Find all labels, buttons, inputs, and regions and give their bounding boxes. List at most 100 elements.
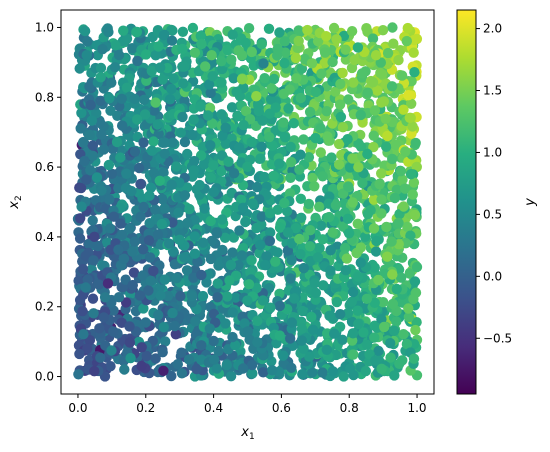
scatter-point bbox=[124, 223, 135, 234]
scatter-point bbox=[252, 337, 263, 348]
scatter-point bbox=[79, 155, 90, 167]
scatter-point bbox=[331, 34, 342, 45]
scatter-point bbox=[295, 249, 306, 260]
scatter-point bbox=[304, 351, 315, 362]
scatter-point bbox=[247, 368, 258, 379]
scatter-point bbox=[314, 201, 325, 212]
scatter-point bbox=[225, 259, 237, 271]
scatter-point bbox=[195, 30, 206, 42]
colorbar-tick-label: −0.5 bbox=[483, 331, 512, 345]
scatter-point bbox=[148, 136, 159, 147]
scatter-point bbox=[129, 236, 140, 247]
scatter-point bbox=[307, 324, 319, 335]
scatter-point bbox=[353, 162, 364, 173]
scatter-point bbox=[108, 305, 119, 316]
scatter-point bbox=[74, 233, 86, 244]
scatter-point bbox=[410, 137, 421, 149]
scatter-point bbox=[256, 211, 268, 222]
scatter-point bbox=[398, 201, 409, 212]
scatter-point bbox=[367, 33, 379, 44]
scatter-point bbox=[294, 164, 305, 175]
scatter-point bbox=[315, 220, 327, 231]
scatter-point bbox=[246, 46, 257, 58]
scatter-point bbox=[257, 295, 269, 306]
scatter-point bbox=[402, 221, 413, 232]
scatter-point bbox=[105, 244, 117, 255]
scatter-point bbox=[348, 286, 359, 298]
scatter-point bbox=[240, 37, 251, 49]
scatter-point bbox=[169, 320, 180, 332]
scatter-point bbox=[242, 161, 253, 172]
scatter-point bbox=[333, 159, 345, 170]
scatter-point bbox=[385, 338, 396, 349]
scatter-point bbox=[74, 348, 85, 360]
scatter-point bbox=[298, 343, 309, 354]
scatter-point bbox=[352, 305, 363, 316]
scatter-point bbox=[205, 140, 216, 151]
scatter-point bbox=[184, 203, 195, 215]
scatter-point bbox=[202, 110, 214, 121]
scatter-point bbox=[328, 22, 340, 34]
scatter-point bbox=[182, 217, 193, 229]
scatter-point bbox=[138, 244, 149, 255]
scatter-point bbox=[375, 67, 386, 79]
scatter-point bbox=[222, 291, 233, 302]
scatter-point bbox=[355, 257, 366, 268]
scatter-point bbox=[118, 25, 129, 36]
scatter-point bbox=[348, 77, 359, 88]
scatter-point bbox=[382, 251, 393, 262]
scatter-point bbox=[411, 261, 423, 273]
scatter-point bbox=[95, 72, 106, 83]
scatter-point bbox=[189, 47, 201, 58]
scatter-point bbox=[208, 186, 220, 198]
scatter-point bbox=[408, 353, 420, 364]
scatter-point bbox=[189, 231, 200, 242]
scatter-point bbox=[274, 300, 285, 312]
scatter-point bbox=[160, 336, 171, 347]
scatter-point bbox=[259, 73, 270, 84]
scatter-point bbox=[132, 114, 143, 125]
scatter-point bbox=[77, 263, 89, 275]
scatter-point bbox=[326, 152, 337, 163]
scatter-point bbox=[403, 90, 414, 101]
scatter-point bbox=[138, 303, 149, 314]
scatter-point bbox=[191, 363, 202, 375]
scatter-point bbox=[111, 136, 123, 148]
scatter-point bbox=[297, 369, 308, 380]
scatter-point bbox=[132, 55, 143, 67]
scatter-point bbox=[402, 22, 413, 34]
scatter-point bbox=[396, 70, 408, 81]
scatter-point bbox=[296, 323, 308, 334]
scatter-point bbox=[306, 160, 317, 171]
scatter-point bbox=[334, 99, 346, 110]
scatter-point bbox=[108, 211, 120, 222]
scatter-point bbox=[304, 241, 316, 252]
scatter-point bbox=[307, 367, 318, 378]
scatter-point bbox=[286, 317, 298, 328]
scatter-point bbox=[382, 130, 393, 142]
scatter-point bbox=[379, 321, 390, 333]
scatter-point bbox=[357, 177, 368, 189]
scatter-point bbox=[216, 77, 227, 88]
scatter-point bbox=[175, 291, 186, 302]
scatter-point bbox=[317, 234, 328, 245]
scatter-point bbox=[156, 193, 168, 205]
scatter-point bbox=[338, 221, 349, 232]
scatter-point bbox=[159, 148, 170, 159]
scatter-point bbox=[362, 87, 373, 98]
scatter-point bbox=[284, 188, 296, 199]
scatter-point bbox=[155, 290, 166, 301]
scatter-point bbox=[305, 225, 316, 236]
scatter-point bbox=[139, 94, 150, 106]
scatter-point bbox=[408, 177, 420, 188]
scatter-point bbox=[196, 269, 207, 281]
scatter-point bbox=[144, 218, 155, 229]
scatter-point bbox=[409, 276, 421, 287]
scatter-point bbox=[315, 147, 326, 158]
scatter-point bbox=[181, 182, 193, 193]
scatter-point bbox=[150, 97, 161, 108]
scatter-point bbox=[129, 93, 140, 105]
scatter-point bbox=[113, 49, 125, 61]
scatter-point bbox=[361, 23, 372, 34]
scatter-point bbox=[242, 326, 254, 337]
